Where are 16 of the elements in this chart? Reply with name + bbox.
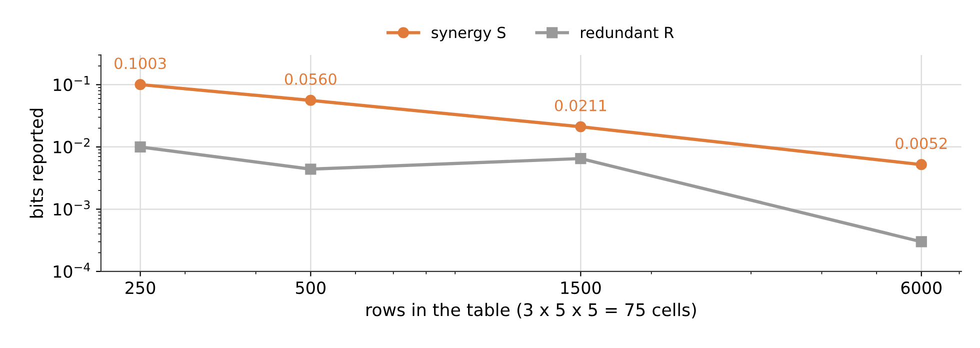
- legend-label: synergy S: [432, 26, 506, 42]
- legend-label: redundant R: [580, 26, 674, 38]
- data-label: 0.0052: [896, 138, 947, 150]
- x-axis-title: rows in the table (3 x 5 x 5 = 75 cells): [366, 302, 696, 318]
- x-tick-label: 6000: [901, 281, 942, 294]
- x-tick-label: 500: [296, 281, 326, 294]
- x-tick-label: 250: [126, 281, 156, 294]
- data-label: 0.1003: [114, 58, 166, 70]
- data-label: 0.0211: [554, 100, 606, 112]
- y-tick-label: 10$^{−1}$: [54, 76, 90, 92]
- y-tick-label: 10$^{−2}$: [54, 138, 90, 154]
- data-label: 0.0560: [284, 73, 336, 85]
- x-tick-label: 1500: [561, 281, 601, 294]
- y-axis-title: bits reported: [30, 108, 46, 218]
- y-tick-label: 10$^{−4}$: [54, 262, 90, 278]
- y-tick-label: 10$^{−3}$: [54, 200, 90, 216]
